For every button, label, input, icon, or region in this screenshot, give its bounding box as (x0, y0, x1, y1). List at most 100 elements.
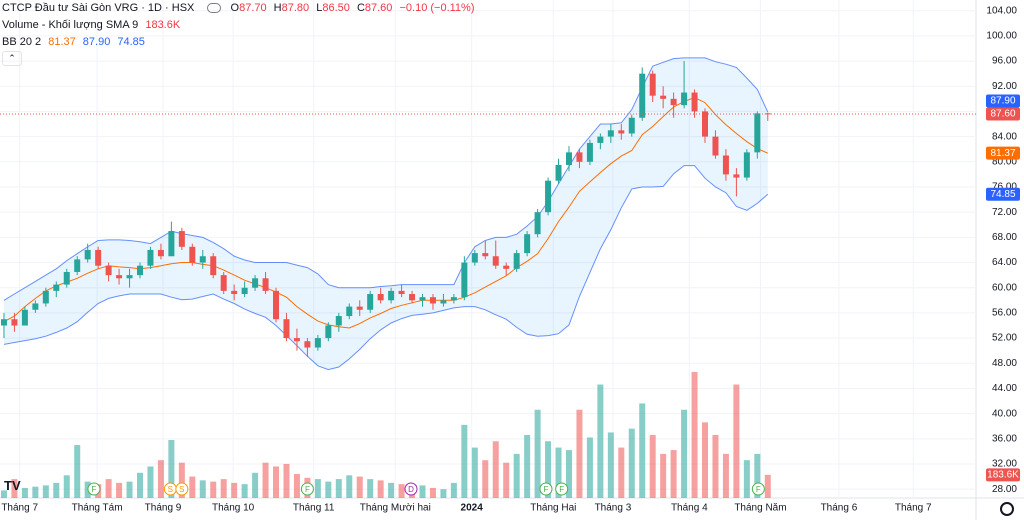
volume-bar (325, 481, 332, 498)
candle-body (0, 319, 7, 326)
event-marker[interactable]: S (175, 482, 189, 496)
candle-body (210, 256, 217, 276)
candle-body (565, 152, 572, 165)
candle-body (754, 113, 761, 153)
volume-badge-bg (986, 468, 1020, 482)
bb-lower-line (3, 165, 769, 371)
volume-bar (534, 409, 541, 498)
candle-body (377, 294, 384, 301)
event-marker[interactable]: F (87, 482, 101, 496)
candle-body (555, 164, 562, 181)
eye-icon[interactable] (207, 3, 222, 14)
event-label: S (179, 485, 184, 494)
event-marker[interactable]: F (539, 482, 553, 496)
volume-bar (524, 434, 531, 498)
y-tick-label: 72.00 (992, 207, 1017, 218)
volume-bar (168, 440, 175, 498)
volume-bar (576, 409, 583, 498)
candle-body (524, 234, 531, 254)
candle-body (764, 113, 771, 115)
candle-body (691, 92, 698, 112)
volume-bar (503, 462, 510, 498)
open-key: O (230, 2, 240, 14)
event-circle (751, 482, 765, 496)
candle-body (733, 174, 740, 178)
volume-bar (607, 432, 614, 498)
candle-body (388, 290, 395, 301)
event-label: F (544, 485, 549, 494)
volume-bar (670, 450, 677, 498)
volume-value: 183.6K (145, 19, 181, 31)
event-circle (404, 482, 418, 496)
event-label: F (92, 485, 97, 494)
volume-bar (11, 479, 18, 498)
volume-bar (733, 384, 740, 498)
volume-bar (116, 482, 123, 498)
bb-label[interactable]: BB 20 2 (2, 36, 42, 48)
candle-body (607, 130, 614, 137)
y-tick-label: 36.00 (992, 433, 1017, 444)
close-key: C (356, 2, 365, 14)
volume-label[interactable]: Volume - Khối lượng SMA 9 (2, 19, 139, 31)
candle-body (576, 152, 583, 162)
volume-bar (367, 479, 374, 498)
bb-middle-badge-bg (986, 146, 1020, 160)
event-marker[interactable]: S (163, 482, 177, 496)
volume-bar (471, 447, 478, 498)
volume-bar (712, 434, 719, 498)
candle-body (409, 294, 416, 301)
candle-body (346, 306, 353, 317)
candle-body (335, 316, 342, 326)
symbol-title[interactable]: CTCP Đầu tư Sài Gòn VRG · 1D · HSX (2, 2, 195, 14)
volume-bar (377, 480, 384, 498)
volume-bar (63, 475, 70, 498)
settings-gear[interactable] (1000, 502, 1014, 516)
volume-bar (482, 460, 489, 498)
event-circle (539, 482, 553, 496)
volume-bar (346, 475, 353, 498)
candle-body (450, 297, 457, 301)
candle-body (189, 246, 196, 263)
event-marker[interactable]: F (555, 482, 569, 496)
candle-body (262, 278, 269, 291)
volume-legend: Volume - Khối lượng SMA 9 183.6K (2, 19, 184, 31)
volume-bar (273, 466, 280, 498)
candle-body (743, 152, 750, 178)
volume-bar (429, 487, 436, 498)
volume-bar (241, 484, 248, 498)
candle-body (325, 325, 332, 339)
last-price-badge: 87.60 (990, 109, 1015, 120)
candle-body (74, 259, 81, 272)
bb-fill (4, 57, 768, 370)
volume-bar (147, 466, 154, 498)
candle-body (461, 262, 468, 298)
event-circle (300, 482, 314, 496)
volume-bar (597, 384, 604, 498)
event-marker[interactable]: D (404, 482, 418, 496)
volume-bar (105, 479, 112, 498)
volume-bar (157, 460, 164, 498)
event-label: F (305, 485, 310, 494)
x-tick-label: Tháng Hai (530, 503, 576, 514)
volume-bar (722, 453, 729, 498)
volume-bar (262, 462, 269, 498)
volume-bar (398, 484, 405, 498)
volume-bar (53, 482, 60, 498)
candle-body (293, 338, 300, 342)
y-tick-label: 28.00 (992, 484, 1017, 495)
volume-bar (461, 424, 468, 498)
volume-bar (691, 371, 698, 498)
collapse-button[interactable]: ⌃ (2, 51, 22, 66)
volume-bar (42, 485, 49, 498)
candle-body (429, 297, 436, 304)
candle-body (21, 309, 28, 326)
tradingview-logo[interactable]: TV (4, 478, 21, 493)
volume-bar (220, 479, 227, 498)
bb-middle-line (3, 97, 769, 329)
event-marker[interactable]: F (300, 482, 314, 496)
candle-body (639, 73, 646, 118)
high-value: 87.80 (281, 2, 310, 14)
event-marker[interactable]: F (751, 482, 765, 496)
bb-middle-badge: 81.37 (990, 148, 1015, 159)
event-circle (175, 482, 189, 496)
